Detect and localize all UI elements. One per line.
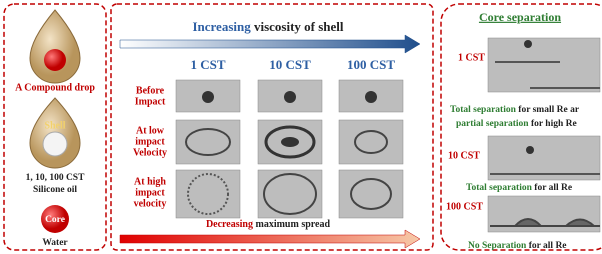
compound-drop xyxy=(30,10,80,83)
compound-label: A Compound drop xyxy=(15,82,95,93)
highlight: Increasing xyxy=(192,19,251,34)
highlight: partial separation xyxy=(456,119,529,129)
top-arrow-label: Increasing viscosity of shell xyxy=(192,19,343,34)
case-caption: partial separation for high Re xyxy=(456,119,577,129)
rest: for high Re xyxy=(531,119,577,129)
row-label: At high xyxy=(134,176,166,187)
case-label: 10 CST xyxy=(448,150,480,161)
rest: for all Re xyxy=(529,241,567,251)
photo-grid xyxy=(176,80,403,218)
highlight: Total separation xyxy=(466,183,533,193)
row-label: Velocity xyxy=(133,147,167,158)
highlight: No Separation xyxy=(468,241,527,251)
row-label: Impact xyxy=(135,96,166,107)
rest: maximum spread xyxy=(255,219,330,230)
row-label: impact xyxy=(135,187,165,198)
photo-detail xyxy=(526,146,534,154)
shell-label: Shell xyxy=(44,120,65,131)
photo xyxy=(488,38,600,92)
figure: A Compound drop Shell 1, 10, 100 CST Sil… xyxy=(0,0,602,254)
top-arrow xyxy=(120,35,420,53)
bottom-arrow-label: Decreasing maximum spread xyxy=(206,219,331,230)
row-label: velocity xyxy=(134,198,167,209)
row-label: At low xyxy=(136,125,165,136)
column-header: 10 CST xyxy=(269,57,311,72)
water-label: Water xyxy=(42,238,68,248)
right-title: Core separation xyxy=(479,10,561,24)
rest: viscosity of shell xyxy=(254,19,344,34)
bottom-arrow xyxy=(120,230,420,248)
row-label: impact xyxy=(135,136,165,147)
case-label: 100 CST xyxy=(446,201,483,212)
row-label: Before xyxy=(136,85,165,96)
highlight: Decreasing xyxy=(206,219,253,230)
case-caption: No Separation for all Re xyxy=(468,241,567,251)
drop-core xyxy=(44,49,66,71)
photo-detail xyxy=(524,40,532,48)
shell-core xyxy=(43,132,67,156)
rest: for all Re xyxy=(534,183,572,193)
oil-label: 1, 10, 100 CST xyxy=(26,173,86,183)
case-caption: Total separation for all Re xyxy=(466,183,572,193)
core-label: Core xyxy=(45,215,65,225)
oil-label: Silicone oil xyxy=(33,185,77,195)
case-caption: Total separation for small Re ar xyxy=(450,105,580,115)
highlight: Total separation xyxy=(450,105,517,115)
rest: for small Re ar xyxy=(518,105,580,115)
column-header: 1 CST xyxy=(190,57,225,72)
column-header: 100 CST xyxy=(347,57,395,72)
case-label: 1 CST xyxy=(458,52,485,63)
